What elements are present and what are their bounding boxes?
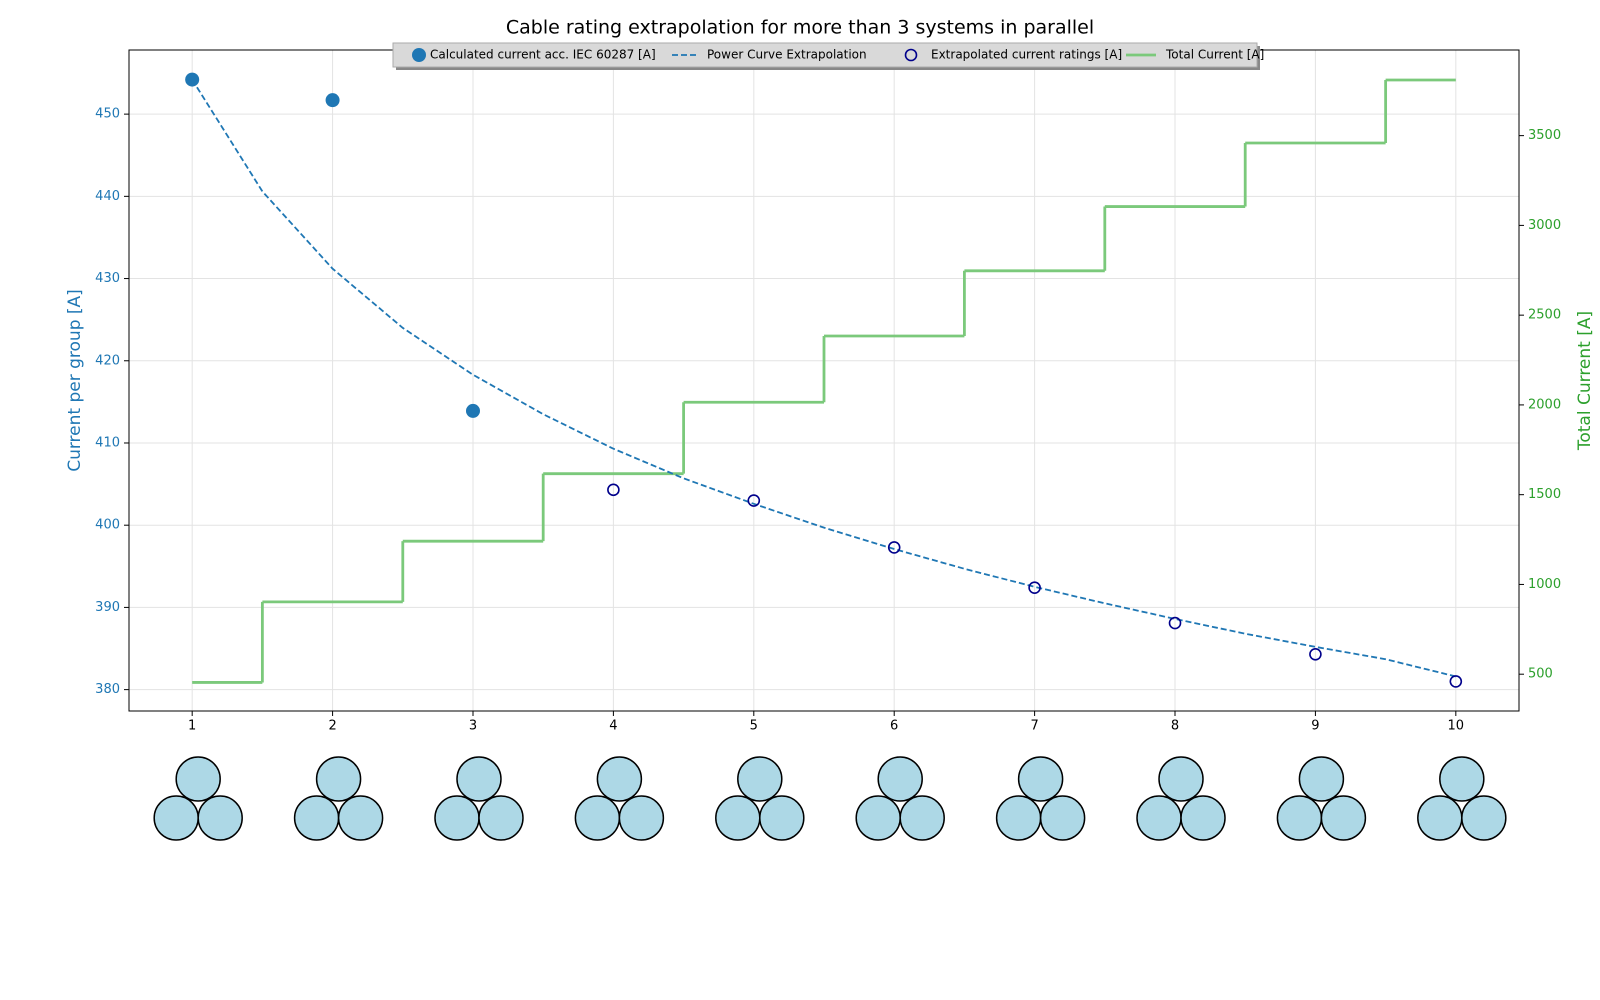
cable-icon [1039,795,1086,841]
y-tick-label: 390 [95,600,120,615]
chart-title: Cable rating extrapolation for more than… [506,17,1094,39]
cable-icon [877,756,923,802]
legend: Calculated current acc. IEC 60287 [A] Pow… [392,42,1264,70]
cable-icon [1461,795,1507,841]
x-tick-label: 9 [1311,719,1319,734]
y-tick-label: 410 [95,435,120,450]
cable-icon [1276,795,1323,841]
cable-icon [574,795,621,841]
cable-icon [1298,756,1345,802]
y-tick-label: 430 [95,271,120,286]
cable-icon [153,795,199,841]
cable-icon [197,795,243,841]
y-tick-label: 440 [95,189,120,204]
legend-symbol [412,48,426,62]
y2-tick-label: 3500 [1528,128,1561,143]
cable-icon [1439,756,1485,802]
data-point [747,494,761,507]
x-tick-label: 7 [1030,719,1038,734]
x-tick-label: 8 [1171,719,1179,734]
cable-icon [1136,795,1182,841]
cable-icon [618,795,665,841]
cable-icon [1320,795,1367,841]
cable-icon [995,795,1042,841]
y2-tick-label: 1000 [1528,577,1561,592]
data-point [325,93,340,108]
legend-box [392,42,1258,68]
y2-tick-label: 2500 [1528,308,1561,323]
x-tick-label: 10 [1448,719,1465,734]
curve-line [191,79,1457,678]
x-tick-label: 3 [469,719,477,734]
cable-icon [899,795,945,841]
data-point [1028,581,1041,594]
data-point [1309,647,1322,661]
cable-icon [337,795,384,841]
y-tick-label: 450 [95,107,120,122]
y-tick-label: 420 [95,353,120,368]
cable-icon [1158,756,1204,802]
cable-icon [456,756,502,802]
y-axis-label: Current per group [A] [65,289,85,472]
legend-label: Calculated current acc. IEC 60287 [A] [430,48,656,62]
cable-icon [1180,795,1226,841]
legend-label: Power Curve Extrapolation [707,48,867,62]
legend-label: Extrapolated current ratings [A] [931,48,1122,62]
y-tick-label: 380 [95,682,120,697]
cable-icon [1017,756,1064,802]
y2-tick-label: 2000 [1528,397,1561,412]
y2-tick-label: 500 [1528,667,1553,682]
x-tick-label: 6 [890,719,898,734]
cable-icon [1417,795,1463,841]
cable-icon [175,756,221,802]
cable-icon [293,795,340,841]
cable-icon [596,756,643,802]
cable-icon [737,756,783,802]
data-point [607,483,620,497]
y2-axis-label: Total Current [A] [1575,311,1595,451]
cable-icon [715,795,761,841]
y2-tick-label: 3000 [1528,218,1561,233]
cable-icon [855,795,901,841]
cable-icon [478,795,524,841]
data-point [1168,616,1182,630]
legend-symbol [904,48,918,62]
data-point [465,403,480,418]
legend-label: Total Current [A] [1165,48,1264,62]
y2-tick-label: 1500 [1528,487,1561,502]
cable-icon [759,795,805,841]
y-tick-label: 400 [95,518,120,533]
data-point [887,541,901,554]
x-tick-label: 1 [188,719,196,734]
cable-icon [315,756,362,802]
x-tick-label: 4 [609,719,617,734]
cable-icon [434,795,480,841]
x-tick-label: 2 [328,719,336,734]
data-point [185,72,200,87]
x-tick-label: 5 [750,719,758,734]
data-point [1449,675,1463,688]
